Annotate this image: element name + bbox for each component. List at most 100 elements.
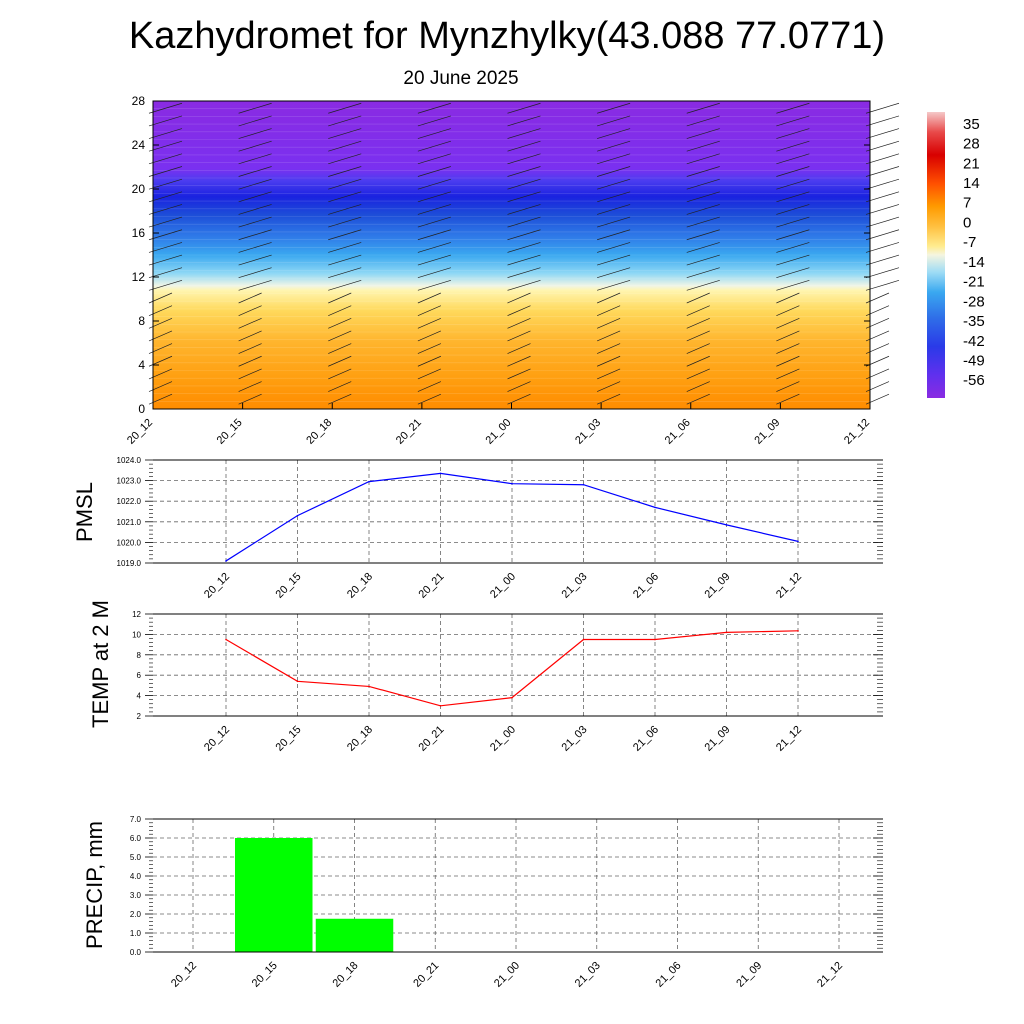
wind-barb (148, 178, 183, 190)
wind-barb (776, 242, 810, 253)
x-tick-label: 20_15 (274, 724, 304, 754)
wind-barb (238, 153, 272, 165)
wind-barb (865, 102, 900, 114)
wind-barb (328, 280, 362, 291)
wind-barb (417, 393, 442, 405)
wind-barb (597, 254, 631, 266)
x-tick-label: 20_21 (394, 417, 424, 447)
wind-barb (238, 381, 262, 392)
wind-barb (417, 242, 451, 253)
x-tick-label: 21_03 (560, 724, 590, 754)
x-tick-label: 20_18 (345, 724, 375, 754)
wind-barb (238, 191, 272, 203)
x-tick-label: 20_21 (417, 571, 447, 601)
wind-barb (238, 102, 272, 114)
wind-barb (507, 204, 541, 215)
wind-barb (776, 267, 810, 279)
x-tick-label: 21_06 (631, 571, 661, 601)
wind-barb (417, 178, 451, 190)
x-tick-label: 21_09 (703, 571, 733, 601)
colorbar-label: 0 (963, 214, 971, 231)
y-tick-label: 6.0 (130, 834, 142, 843)
x-tick-label: 20_18 (345, 571, 375, 601)
wind-barb (417, 317, 442, 329)
wind-barb (238, 115, 272, 127)
wind-barb (686, 242, 720, 253)
y-tick-label: 0 (138, 402, 145, 416)
y-tick-label: 4 (138, 358, 145, 372)
y-tick-label: 8 (137, 651, 142, 660)
wind-barb (776, 229, 810, 241)
wind-barb (238, 254, 272, 266)
wind-barb (238, 317, 262, 329)
wind-barb (776, 393, 800, 405)
wind-barb (238, 204, 272, 215)
wind-barb (417, 330, 442, 342)
wind-barb (686, 343, 710, 354)
y-tick-label: 1021.0 (117, 518, 142, 527)
x-tick-label: 21_03 (573, 960, 603, 990)
x-tick-label: 21_00 (492, 960, 522, 990)
y-tick-label: 16 (132, 226, 146, 240)
x-tick-label: 21_00 (484, 417, 514, 447)
wind-barb (776, 254, 810, 266)
x-tick-label: 20_18 (331, 960, 361, 990)
x-tick-label: 20_12 (202, 724, 232, 754)
wind-barb (328, 292, 352, 304)
pmsl-data-point (725, 524, 728, 526)
wind-barb (686, 178, 720, 190)
x-tick-label: 21_12 (815, 960, 845, 990)
x-tick-label: 20_18 (304, 417, 334, 447)
wind-barb (865, 191, 900, 203)
wind-barb (865, 140, 900, 152)
wind-barb (596, 368, 621, 380)
wind-barb (686, 381, 710, 392)
wind-barb (776, 102, 810, 114)
wind-barb (507, 343, 531, 354)
y-tick-label: 1.0 (130, 929, 142, 938)
wind-barb (148, 153, 183, 165)
wind-barb (776, 216, 810, 228)
wind-barb (596, 393, 621, 405)
wind-barb (328, 140, 362, 152)
wind-barb (148, 102, 183, 114)
wind-barb (776, 153, 810, 165)
pmsl-data-point (296, 514, 299, 517)
wind-barb (238, 178, 272, 190)
x-tick-label: 21_06 (663, 417, 693, 447)
wind-barb (417, 166, 451, 177)
x-tick-label: 21_00 (488, 571, 518, 601)
wind-barb (597, 242, 631, 253)
wind-barb (328, 191, 362, 203)
wind-barb (686, 140, 720, 152)
wind-barb (507, 166, 541, 177)
page-title: Kazhydromet for Mynzhylky(43.088 77.0771… (128, 15, 886, 57)
wind-barb (776, 166, 810, 177)
wind-barb (238, 229, 272, 241)
temp-data-point (654, 638, 656, 641)
wind-barb (328, 317, 352, 329)
wind-barb (865, 166, 900, 177)
wind-barb (865, 216, 900, 228)
wind-barb (507, 280, 541, 291)
wind-barb (865, 178, 900, 190)
wind-barb (776, 292, 800, 304)
wind-barb (686, 115, 720, 127)
wind-barb (238, 267, 272, 279)
colorbar-label: -7 (963, 234, 976, 251)
wind-barb (507, 102, 541, 114)
wind-barb (686, 216, 720, 228)
wind-barb (686, 191, 720, 203)
wind-barb (865, 267, 900, 279)
wind-barb (776, 343, 800, 354)
wind-barb (776, 368, 800, 380)
pmsl-panel: 1019.0 1020.0 1021.0 1022.0 1023.0 1024.0 20_1… (72, 456, 883, 601)
wind-barb (776, 178, 810, 190)
wind-barb (328, 229, 362, 241)
x-tick-label: 20_21 (417, 724, 447, 754)
x-tick-label: 20_12 (169, 960, 199, 990)
wind-barb (597, 191, 631, 203)
wind-barb (417, 292, 442, 304)
colorbar-label: 14 (963, 175, 980, 192)
wind-barb (328, 381, 352, 392)
